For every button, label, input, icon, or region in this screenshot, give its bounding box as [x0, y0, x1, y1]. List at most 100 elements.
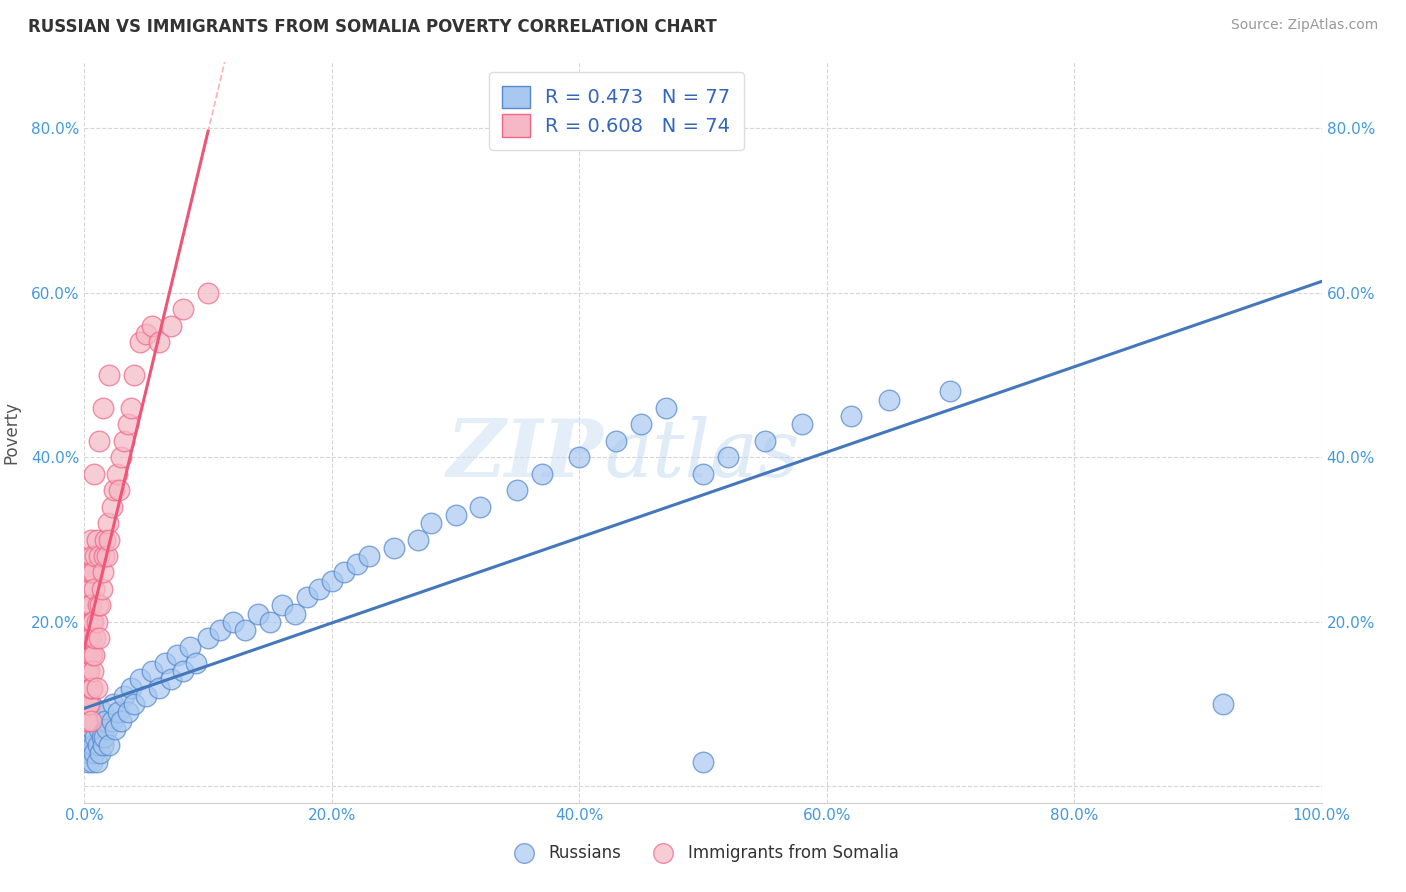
Point — [77, 664, 100, 678]
Point — [112, 689, 135, 703]
Text: RUSSIAN VS IMMIGRANTS FROM SOMALIA POVERTY CORRELATION CHART: RUSSIAN VS IMMIGRANTS FROM SOMALIA POVER… — [28, 18, 717, 36]
Point — [86, 714, 108, 728]
Point — [444, 508, 467, 522]
Point — [197, 632, 219, 646]
Point — [103, 483, 125, 498]
Text: ZIP: ZIP — [447, 416, 605, 493]
Point — [94, 533, 117, 547]
Point — [89, 722, 111, 736]
Point — [91, 401, 114, 415]
Legend: Russians, Immigrants from Somalia: Russians, Immigrants from Somalia — [501, 838, 905, 869]
Point — [80, 549, 103, 563]
Point — [79, 632, 101, 646]
Point — [655, 401, 678, 415]
Point — [117, 706, 139, 720]
Point — [408, 533, 430, 547]
Point — [79, 714, 101, 728]
Point — [91, 738, 114, 752]
Point — [160, 673, 183, 687]
Point — [141, 664, 163, 678]
Point — [84, 549, 107, 563]
Point — [79, 697, 101, 711]
Point — [209, 623, 232, 637]
Point — [692, 755, 714, 769]
Point — [284, 607, 307, 621]
Point — [120, 681, 142, 695]
Point — [83, 747, 105, 761]
Point — [568, 450, 591, 465]
Point — [79, 747, 101, 761]
Point — [295, 590, 318, 604]
Point — [79, 533, 101, 547]
Point — [77, 582, 100, 596]
Point — [148, 681, 170, 695]
Point — [75, 714, 97, 728]
Point — [357, 549, 380, 563]
Point — [382, 541, 405, 555]
Point — [120, 401, 142, 415]
Point — [98, 533, 121, 547]
Point — [82, 738, 104, 752]
Point — [153, 656, 176, 670]
Point — [939, 384, 962, 399]
Point — [84, 730, 107, 744]
Point — [79, 599, 101, 613]
Point — [246, 607, 269, 621]
Point — [75, 681, 97, 695]
Point — [129, 335, 152, 350]
Point — [790, 417, 813, 432]
Point — [98, 368, 121, 382]
Point — [77, 615, 100, 629]
Point — [76, 632, 98, 646]
Point — [80, 755, 103, 769]
Point — [222, 615, 245, 629]
Point — [89, 747, 111, 761]
Point — [179, 640, 201, 654]
Point — [135, 326, 157, 341]
Point — [166, 648, 188, 662]
Point — [419, 516, 441, 530]
Point — [87, 738, 110, 752]
Point — [77, 697, 100, 711]
Point — [172, 302, 194, 317]
Point — [79, 599, 101, 613]
Point — [86, 755, 108, 769]
Point — [96, 549, 118, 563]
Point — [93, 730, 115, 744]
Point — [105, 467, 128, 481]
Point — [141, 318, 163, 333]
Point — [101, 697, 124, 711]
Point — [108, 483, 131, 498]
Point — [1212, 697, 1234, 711]
Point — [76, 714, 98, 728]
Point — [160, 318, 183, 333]
Y-axis label: Poverty: Poverty — [1, 401, 20, 464]
Point — [259, 615, 281, 629]
Point — [75, 648, 97, 662]
Point — [110, 714, 132, 728]
Point — [80, 722, 103, 736]
Point — [79, 714, 101, 728]
Point — [717, 450, 740, 465]
Point — [122, 368, 145, 382]
Point — [82, 664, 104, 678]
Point — [83, 706, 105, 720]
Point — [79, 664, 101, 678]
Point — [107, 706, 129, 720]
Point — [877, 392, 900, 407]
Point — [83, 648, 105, 662]
Point — [80, 648, 103, 662]
Point — [197, 285, 219, 300]
Point — [100, 714, 122, 728]
Point — [86, 681, 108, 695]
Point — [80, 615, 103, 629]
Point — [79, 632, 101, 646]
Point — [76, 697, 98, 711]
Point — [110, 450, 132, 465]
Point — [79, 681, 101, 695]
Point — [83, 467, 105, 481]
Point — [100, 500, 122, 514]
Point — [75, 664, 97, 678]
Point — [630, 417, 652, 432]
Point — [79, 566, 101, 580]
